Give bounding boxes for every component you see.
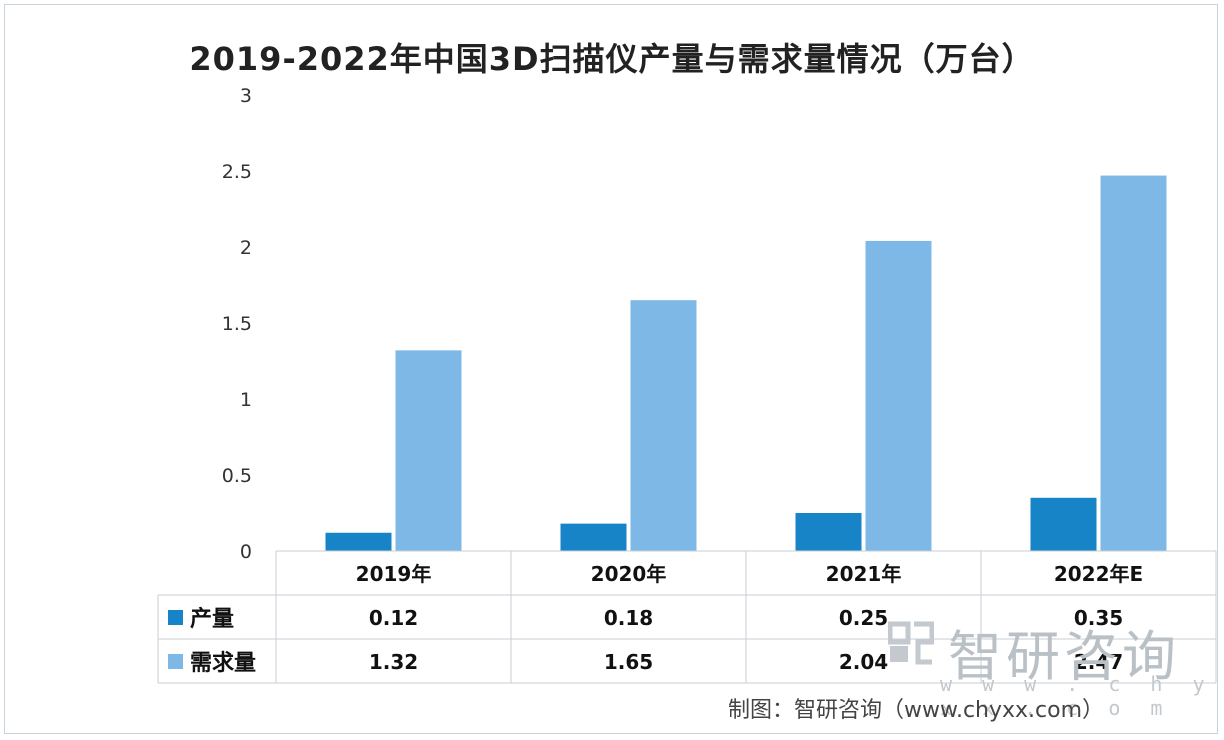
data-label: 0.18 [604,606,653,630]
data-label: 2.47 [1074,650,1123,674]
bar-production [795,513,862,551]
legend-label: 需求量 [190,651,256,676]
x-tick-label: 2019年 [356,562,432,586]
data-label: 0.35 [1074,606,1123,630]
y-tick-label: 3 [240,85,252,107]
legend-label: 产量 [190,607,234,632]
y-tick-label: 2 [240,237,252,259]
x-tick-label: 2020年 [591,562,667,586]
x-tick-label: 2022年E [1054,562,1143,586]
y-tick-label: 1.5 [222,313,252,335]
y-tick-label: 0 [240,541,252,563]
y-tick-label: 1 [240,389,252,411]
legend-swatch [168,610,183,625]
bar-production [1030,497,1097,551]
data-label: 0.25 [839,606,888,630]
y-tick-label: 2.5 [222,161,252,183]
watermark-brand: 智研咨询 [948,625,1180,688]
chart-credit: 制图：智研咨询（www.chyxx.com） [728,698,1105,723]
chart-title: 2019-2022年中国3D扫描仪产量与需求量情况（万台） [189,40,1035,78]
data-label: 2.04 [839,650,888,674]
legend-swatch [168,654,183,669]
brand-logo-icon [888,621,934,665]
chart-frame [4,4,1218,734]
y-tick-label: 0.5 [222,465,252,487]
watermark-url: w w w . c h y x x . c o m [940,672,1214,720]
bar-production [560,523,627,551]
bar-demand [865,240,932,552]
x-tick-label: 2021年 [826,562,902,586]
data-label: 1.65 [604,650,653,674]
bar-demand [1100,175,1167,551]
bar-demand [395,350,462,551]
bar-production [325,532,392,551]
data-label: 1.32 [369,650,418,674]
bar-demand [630,300,697,551]
data-label: 0.12 [369,606,418,630]
